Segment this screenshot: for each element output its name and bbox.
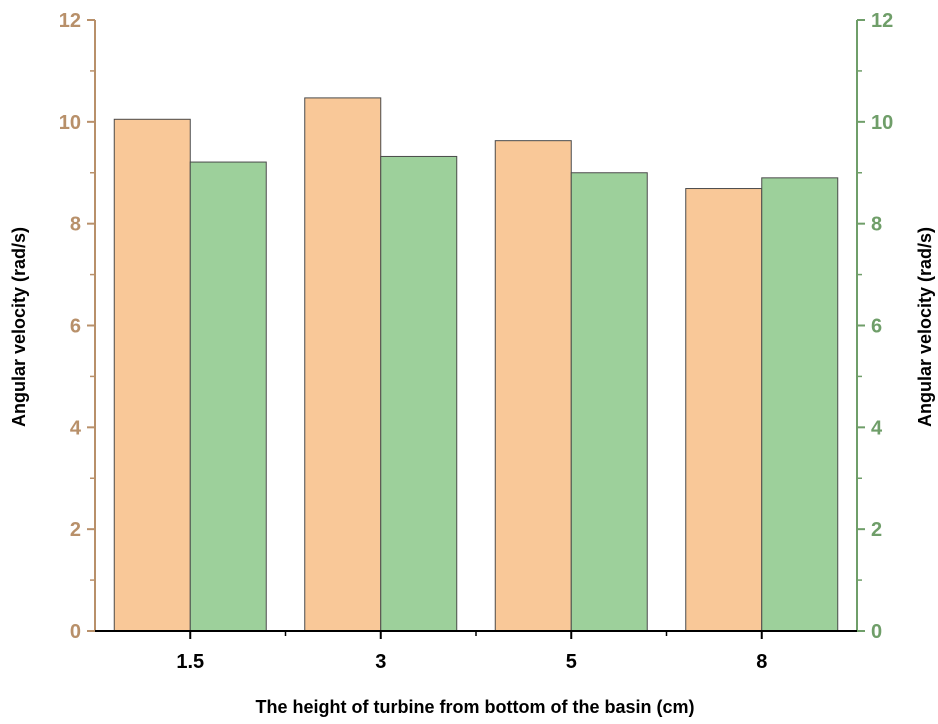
bar-series1-1_5: [113, 118, 191, 632]
bar-series1-8: [685, 188, 763, 632]
bars-group: [113, 97, 839, 632]
left-y-tick-label: 6: [70, 316, 81, 338]
bar-series2-8: [761, 177, 839, 632]
right-y-tick-label: 0: [871, 621, 882, 643]
bar-series2-1_5: [189, 161, 267, 632]
left-y-tick-label: 4: [70, 417, 82, 439]
left-y-tick-label: 8: [70, 214, 81, 236]
x-tick-label: 3: [375, 651, 386, 673]
x-tick-label: 8: [756, 651, 767, 673]
right-y-tick-label: 4: [871, 417, 883, 439]
x-axis-title: The height of turbine from bottom of the…: [256, 697, 695, 717]
ticks-group: 0 0 2 2 4 4 6 6 8 8 10 10 12 12 1.5 3 5 8: [59, 10, 894, 673]
x-tick-label: 5: [566, 651, 577, 673]
left-y-tick-label: 12: [59, 10, 81, 32]
right-y-tick-label: 6: [871, 316, 882, 338]
left-y-tick-label: 10: [59, 112, 81, 134]
bar-series2-3: [380, 155, 458, 632]
left-y-tick-label: 2: [70, 519, 81, 541]
right-y-axis-title: Angular velocity (rad/s): [915, 227, 935, 427]
left-y-axis-title: Angular velocity (rad/s): [9, 227, 29, 427]
bar-series1-3: [304, 97, 382, 632]
right-y-tick-label: 2: [871, 519, 882, 541]
right-y-tick-label: 12: [871, 10, 893, 32]
bar-series2-5: [570, 172, 648, 632]
right-y-tick-label: 10: [871, 112, 893, 134]
right-y-tick-label: 8: [871, 214, 882, 236]
bar-series1-5: [494, 140, 572, 632]
left-y-tick-label: 0: [70, 621, 81, 643]
x-tick-label: 1.5: [176, 651, 204, 673]
